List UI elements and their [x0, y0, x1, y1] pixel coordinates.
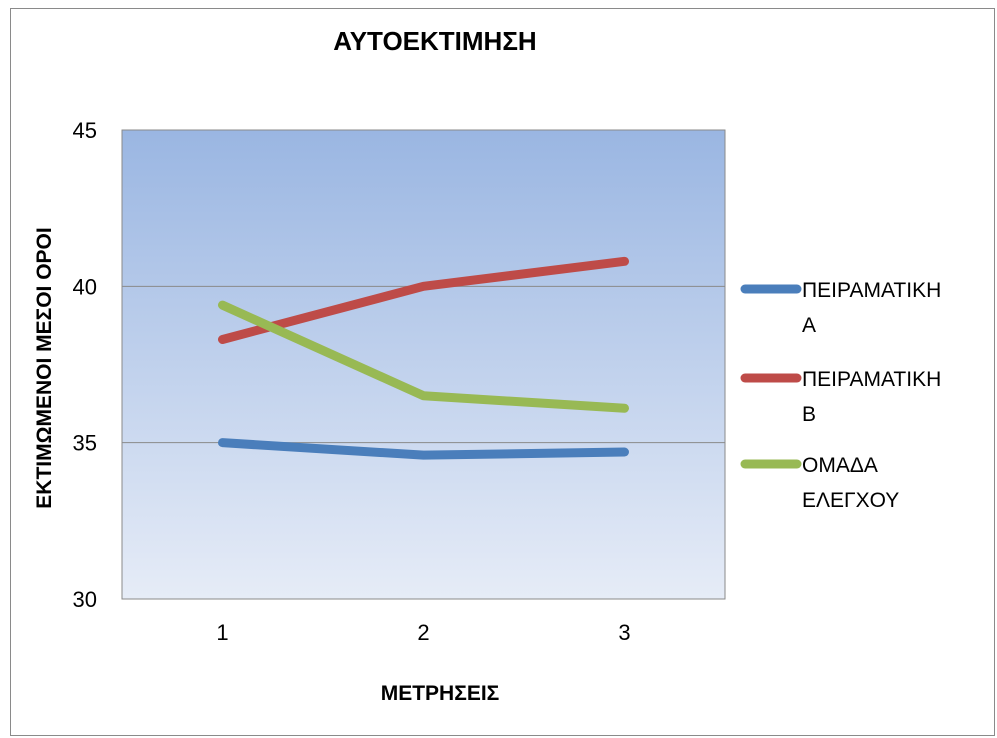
y-tick-label: 30 — [73, 587, 97, 612]
chart-title: ΑΥΤΟΕΚΤΙΜΗΣΗ — [333, 26, 536, 56]
legend-label-2: ΠΕΙΡΑΜΑΤΙΚΗ — [802, 368, 941, 391]
plot-area — [121, 129, 726, 600]
y-tick-label: 40 — [73, 274, 97, 299]
legend-label-2: Β — [802, 403, 816, 426]
legend-label-1: Α — [802, 314, 816, 337]
x-tick-label: 3 — [618, 620, 630, 645]
legend: ΠΕΙΡΑΜΑΤΙΚΗ Α ΠΕΙΡΑΜΑΤΙΚΗ Β ΟΜΑΔΑ ΕΛΕΓΧΟΥ — [740, 279, 941, 512]
legend-label-1: ΠΕΙΡΑΜΑΤΙΚΗ — [802, 279, 941, 302]
x-axis-title: ΜΕΤΡΗΣΕΙΣ — [381, 682, 500, 705]
chart-frame — [10, 8, 995, 736]
series-line-1 — [218, 438, 629, 460]
y-axis-title: ΕΚΤΙΜΩΜΕΝΟΙ ΜΕΣΟΙ ΟΡΟΙ — [33, 227, 56, 508]
series-line-3 — [218, 300, 629, 413]
legend-label-3: ΟΜΑΔΑ — [802, 454, 878, 477]
y-axis-ticks: 30 35 40 45 — [73, 118, 97, 612]
x-tick-label: 2 — [417, 620, 429, 645]
x-axis-ticks: 1 2 3 — [216, 620, 630, 645]
x-tick-label: 1 — [216, 620, 228, 645]
legend-label-3: ΕΛΕΓΧΟΥ — [802, 489, 899, 512]
y-tick-label: 45 — [73, 118, 97, 143]
y-tick-label: 35 — [73, 431, 97, 456]
series-line-2 — [218, 256, 629, 344]
series-lines — [218, 256, 629, 460]
